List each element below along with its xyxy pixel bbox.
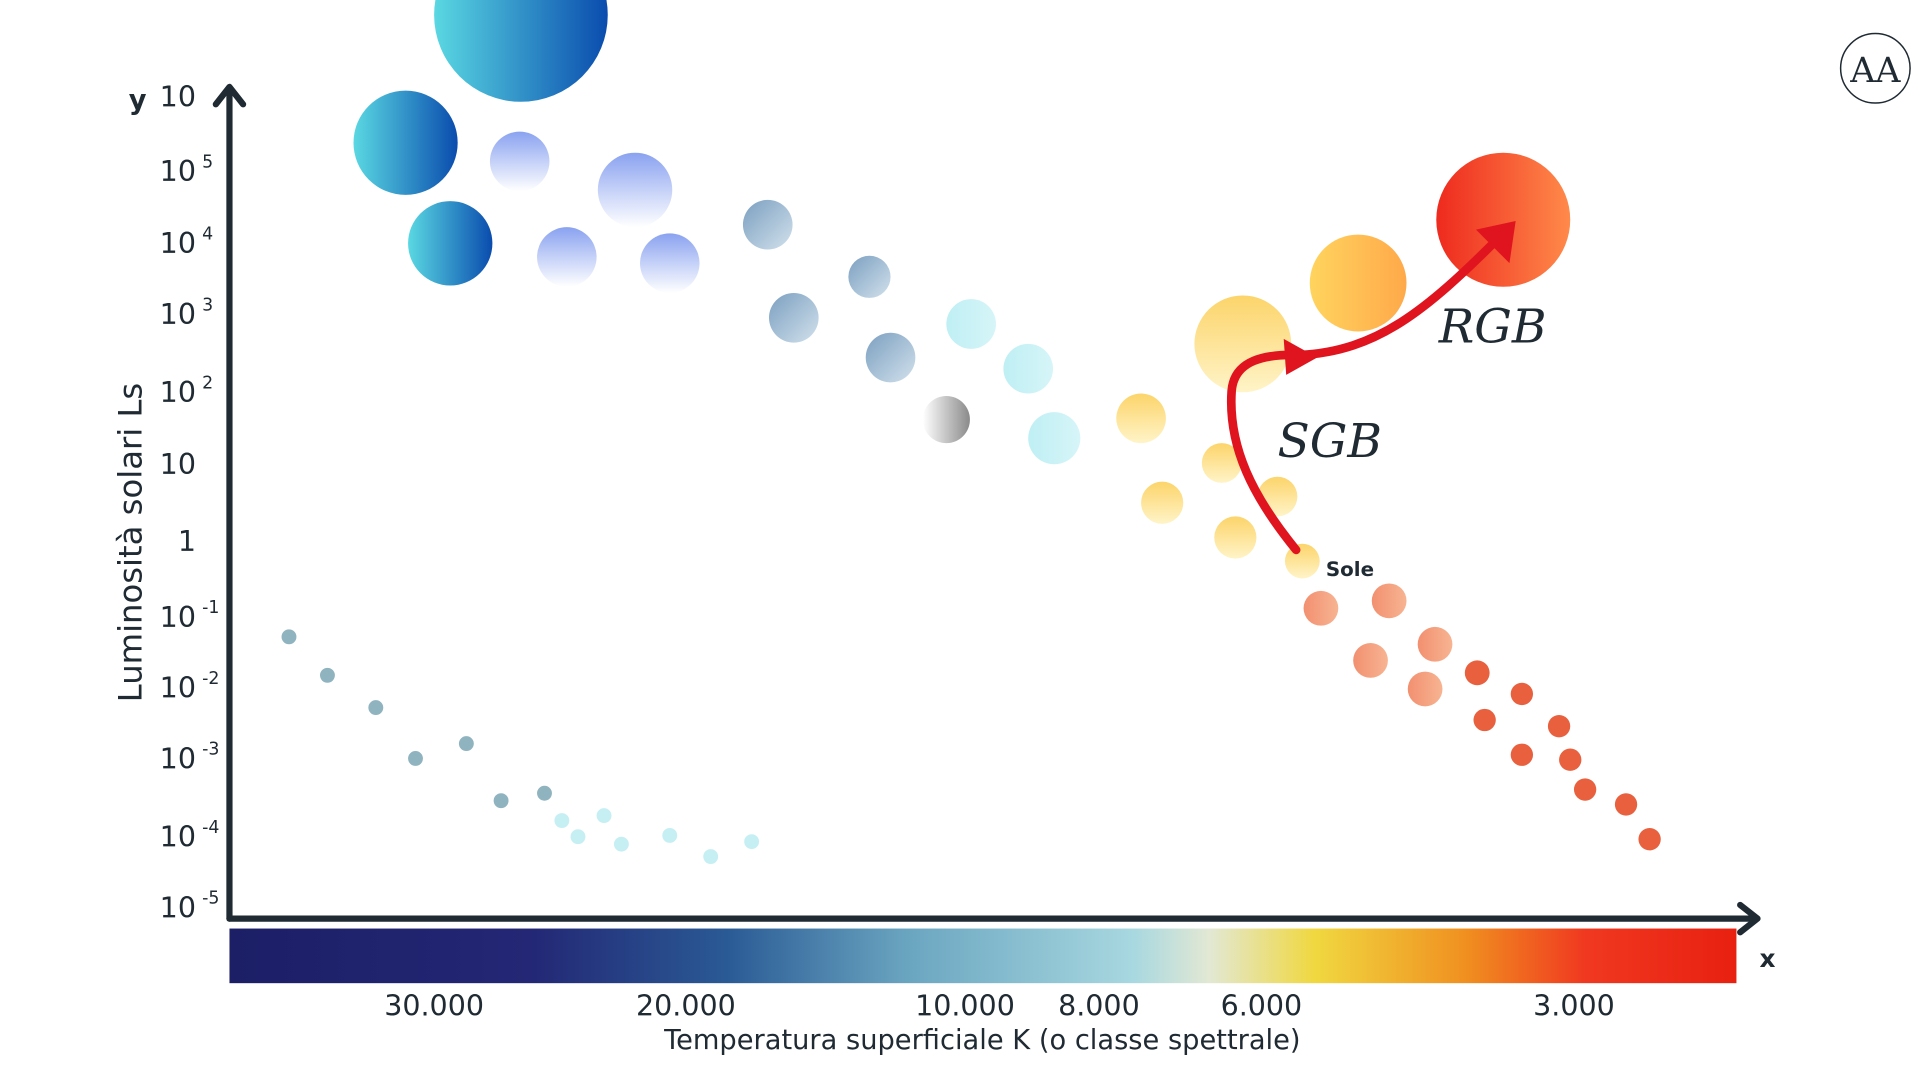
stars [281, 0, 1661, 864]
y-tick-label: 10 [160, 601, 196, 634]
star [640, 233, 700, 293]
star [1303, 590, 1339, 626]
star [742, 199, 793, 250]
white-dwarf [613, 836, 629, 852]
x-tick-label: 3.000 [1533, 989, 1615, 1022]
white-dwarf [662, 828, 678, 843]
white-dwarf [554, 813, 570, 828]
star [489, 131, 550, 192]
x-tick-label: 10.000 [915, 989, 1015, 1022]
star [768, 292, 819, 343]
star [865, 332, 916, 383]
y-label: y [129, 85, 147, 116]
y-tick-label: 10 [160, 376, 196, 409]
y-tick-label: 10 [160, 821, 196, 854]
white-dwarf [320, 667, 335, 683]
y-tick-label: 10 [160, 448, 196, 481]
red-dwarf [1473, 708, 1496, 732]
red-dwarf [1638, 828, 1661, 851]
y-tick-label: 10 [160, 672, 196, 705]
star [434, 0, 608, 102]
star [1214, 516, 1257, 559]
star [1417, 626, 1453, 662]
star [1436, 152, 1571, 287]
star [353, 90, 458, 195]
white-dwarf [281, 629, 297, 645]
x-tick-label: 20.000 [636, 989, 736, 1022]
y-tick-exponent: 2 [202, 374, 213, 394]
white-dwarf [570, 829, 586, 845]
y-tick-label: 10 [160, 742, 196, 775]
red-dwarf [1547, 715, 1571, 738]
logo: AA [1849, 51, 1901, 91]
red-dwarf [1464, 660, 1490, 686]
y-tick-exponent: -1 [202, 598, 219, 618]
y-tick-exponent: -3 [202, 740, 219, 760]
star [1028, 412, 1081, 465]
star [1407, 671, 1443, 707]
x-tick-label: 30.000 [384, 989, 484, 1022]
sun-label: Sole [1326, 558, 1374, 581]
red-dwarf [1510, 682, 1534, 706]
star [946, 299, 996, 349]
y-tick-exponent: -4 [202, 818, 219, 838]
y-tick-label: 10 [160, 298, 196, 331]
sgb-label: SGB [1278, 414, 1383, 469]
star [1353, 643, 1388, 678]
star [1201, 443, 1242, 483]
temperature-bar [229, 928, 1737, 984]
x-ticks: 30.000 20.000 10.000 8.000 6.000 3.000 [384, 989, 1615, 1022]
star [1003, 343, 1054, 394]
y-tick-label: 10 [160, 891, 196, 924]
x-title: Temperatura superficiale K (o classe spe… [663, 1025, 1300, 1056]
sgb-rgb-track [1226, 234, 1503, 555]
evolution-path [1226, 234, 1503, 555]
star [848, 255, 891, 298]
logo-ring [1839, 32, 1911, 104]
y-tick-exponent: 5 [202, 153, 213, 173]
y-tick-exponent: -2 [202, 669, 219, 689]
x-arrow [1737, 901, 1761, 936]
x-tick-label: 8.000 [1058, 989, 1140, 1022]
y-ticks: 10 10 5 10 4 10 3 10 2 10 1 10 -1 10 -2 10 -3 10 -4 10 -5 [160, 81, 220, 925]
star [597, 152, 673, 228]
star [1309, 234, 1407, 332]
white-dwarf [458, 736, 474, 752]
arrowhead [1283, 338, 1318, 375]
white-dwarf [408, 751, 423, 766]
star [1116, 393, 1166, 444]
arrowhead [1475, 220, 1516, 264]
white-dwarf [703, 849, 719, 864]
y-title: Luminosità solari Ls [111, 383, 149, 702]
star [922, 396, 970, 444]
white-dwarf [596, 808, 612, 824]
white-dwarf [537, 785, 552, 801]
y-tick-exponent: -5 [202, 889, 219, 909]
white-dwarf [368, 700, 384, 716]
rgb-label: RGB [1438, 300, 1547, 355]
y-tick-label: 1 [178, 525, 196, 558]
y-tick-exponent: 4 [202, 225, 213, 245]
x-tick-label: 6.000 [1221, 989, 1303, 1022]
red-dwarf [1559, 748, 1582, 771]
y-tick-label: 10 [160, 155, 196, 188]
star [408, 201, 493, 286]
white-dwarf [744, 834, 760, 850]
red-dwarf [1510, 743, 1534, 766]
y-tick-label: 10 [160, 81, 196, 114]
axes [212, 83, 1761, 936]
y-tick-label: 10 [160, 227, 196, 260]
red-dwarf [1614, 793, 1638, 816]
y-tick-exponent: 3 [202, 295, 213, 315]
star [1371, 583, 1407, 619]
star [537, 227, 597, 287]
star [1194, 295, 1292, 393]
y-arrow [212, 83, 247, 108]
red-dwarf [1573, 778, 1597, 801]
star [1141, 481, 1184, 524]
white-dwarf [493, 793, 509, 809]
x-label: x [1759, 944, 1775, 973]
